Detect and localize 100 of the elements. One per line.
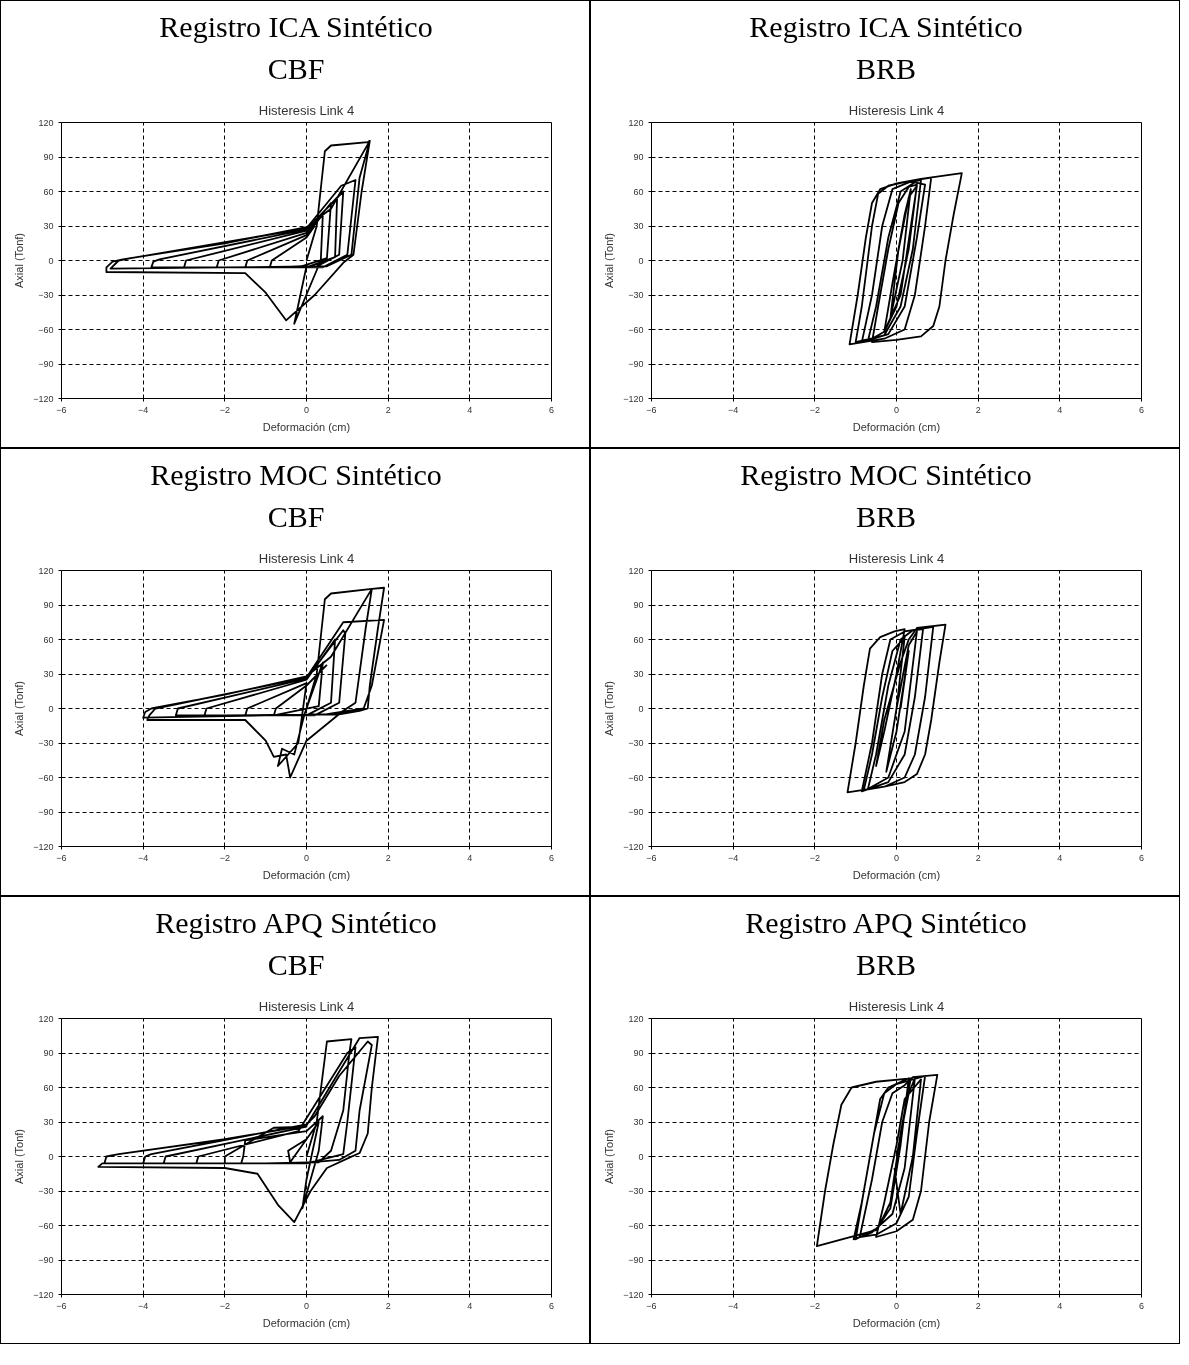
y-tick-label: 0 — [638, 703, 644, 714]
x-tick-label: 0 — [894, 404, 900, 415]
x-tick-label: −4 — [728, 852, 739, 863]
x-axis-title: Deformación (cm) — [262, 1316, 351, 1329]
y-tick-label: 90 — [633, 1048, 644, 1058]
y-axis-title: Axial (Tonf) — [13, 232, 26, 289]
y-tick-label: 0 — [48, 255, 54, 266]
y-tick-label: 60 — [43, 186, 54, 197]
x-tick-label: 2 — [975, 1300, 981, 1311]
y-tick-label: −30 — [38, 1186, 54, 1196]
chart-subtitle: Histeresis Link 4 — [848, 998, 945, 1014]
y-tick-label: −60 — [38, 324, 54, 335]
y-tick-label: −90 — [628, 807, 644, 817]
y-tick-label: 30 — [633, 1117, 644, 1127]
x-tick-label: −6 — [646, 404, 657, 415]
x-axis-title: Deformación (cm) — [852, 420, 941, 433]
y-tick-label: 0 — [48, 1151, 54, 1162]
chart-title: Registro ICA Sintético CBF — [159, 9, 433, 87]
chart-title: Registro APQ Sintético BRB — [745, 905, 1027, 983]
x-tick-label: 4 — [1057, 852, 1063, 863]
x-axis-title: Deformación (cm) — [262, 420, 351, 433]
x-axis-title: Deformación (cm) — [852, 1316, 941, 1329]
y-tick-label: −30 — [628, 738, 644, 748]
x-tick-label: 4 — [1057, 1300, 1063, 1311]
chart-subtitle: Histeresis Link 4 — [848, 550, 945, 566]
chart-title: Registro MOC Sintético CBF — [150, 457, 442, 535]
y-tick-label: 30 — [43, 669, 54, 679]
x-tick-label: 2 — [975, 852, 981, 863]
y-axis-title: Axial (Tonf) — [13, 680, 26, 737]
x-tick-label: 2 — [385, 1300, 391, 1311]
chart-title: Registro ICA Sintético BRB — [749, 9, 1023, 87]
y-tick-label: −90 — [38, 1255, 54, 1265]
y-tick-label: −30 — [628, 290, 644, 300]
x-tick-label: 6 — [1139, 404, 1145, 415]
y-tick-label: 60 — [43, 1082, 54, 1093]
y-tick-label: 120 — [38, 1013, 54, 1024]
chart-subtitle: Histeresis Link 4 — [258, 998, 355, 1014]
y-tick-label: −30 — [38, 738, 54, 748]
x-tick-label: 0 — [304, 1300, 310, 1311]
line-series — [848, 172, 963, 346]
y-tick-label: −90 — [38, 807, 54, 817]
y-tick-label: −60 — [628, 324, 644, 335]
y-tick-label: −30 — [628, 1186, 644, 1196]
y-tick-label: 30 — [633, 221, 644, 231]
x-tick-label: −2 — [809, 1300, 820, 1311]
y-tick-label: −90 — [38, 359, 54, 369]
y-tick-label: 90 — [633, 152, 644, 162]
chart-subtitle: Histeresis Link 4 — [258, 102, 355, 118]
x-tick-label: −4 — [728, 404, 739, 415]
x-tick-label: 4 — [467, 852, 473, 863]
chart-subtitle: Histeresis Link 4 — [848, 102, 945, 118]
y-tick-label: 0 — [48, 703, 54, 714]
x-tick-label: 4 — [467, 1300, 473, 1311]
y-tick-label: 60 — [633, 1082, 644, 1093]
x-tick-label: −4 — [138, 404, 149, 415]
y-tick-label: 0 — [638, 1151, 644, 1162]
y-tick-label: −120 — [33, 1289, 54, 1300]
x-axis-title: Deformación (cm) — [262, 868, 351, 881]
y-tick-label: 60 — [633, 634, 644, 645]
y-tick-label: 90 — [43, 600, 54, 610]
x-tick-label: −2 — [219, 852, 230, 863]
y-axis-title: Axial (Tonf) — [13, 1128, 26, 1185]
y-tick-label: −90 — [628, 1255, 644, 1265]
x-tick-label: 6 — [549, 1300, 555, 1311]
y-tick-label: 120 — [38, 117, 54, 128]
y-tick-label: 30 — [43, 1117, 54, 1127]
y-tick-label: 30 — [43, 221, 54, 231]
x-tick-label: 0 — [894, 1300, 900, 1311]
y-tick-label: 90 — [43, 152, 54, 162]
y-tick-label: 120 — [38, 565, 54, 576]
chart-title: Registro MOC Sintético BRB — [740, 457, 1032, 535]
chart-title: Registro APQ Sintético CBF — [155, 905, 437, 983]
x-tick-label: −2 — [809, 404, 820, 415]
x-tick-label: −6 — [56, 404, 67, 415]
x-tick-label: −2 — [219, 1300, 230, 1311]
x-tick-label: 6 — [549, 404, 555, 415]
x-axis-title: Deformación (cm) — [852, 868, 941, 881]
y-tick-label: −30 — [38, 290, 54, 300]
y-tick-label: 60 — [633, 186, 644, 197]
x-tick-label: 6 — [1139, 1300, 1145, 1311]
x-tick-label: −6 — [646, 1300, 657, 1311]
y-tick-label: −120 — [623, 1289, 644, 1300]
y-tick-label: −60 — [38, 772, 54, 783]
x-tick-label: 6 — [1139, 852, 1145, 863]
y-tick-label: 0 — [638, 255, 644, 266]
x-tick-label: −6 — [56, 1300, 67, 1311]
y-tick-label: −120 — [33, 841, 54, 852]
y-tick-label: −60 — [38, 1220, 54, 1231]
x-tick-label: −4 — [728, 1300, 739, 1311]
x-tick-label: 4 — [1057, 404, 1063, 415]
x-tick-label: 4 — [467, 404, 473, 415]
x-tick-label: 0 — [304, 852, 310, 863]
y-tick-label: 120 — [628, 565, 644, 576]
line-series — [846, 623, 947, 794]
x-tick-label: 0 — [894, 852, 900, 863]
x-tick-label: −2 — [219, 404, 230, 415]
y-tick-label: −90 — [628, 359, 644, 369]
x-tick-label: −2 — [809, 852, 820, 863]
y-axis-title: Axial (Tonf) — [603, 680, 616, 737]
y-tick-label: 120 — [628, 117, 644, 128]
